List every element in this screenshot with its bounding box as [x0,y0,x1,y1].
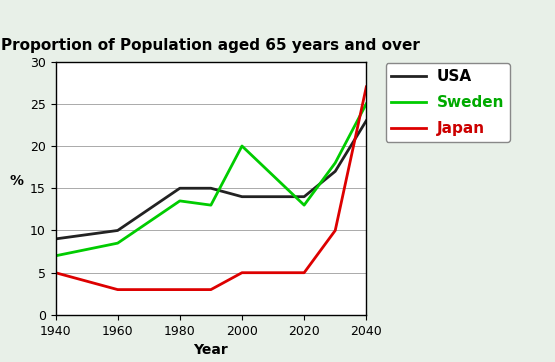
Y-axis label: %: % [9,174,23,188]
Title: Proportion of Population aged 65 years and over: Proportion of Population aged 65 years a… [2,38,420,54]
Legend: USA, Sweden, Japan: USA, Sweden, Japan [386,63,510,142]
X-axis label: Year: Year [194,343,228,357]
